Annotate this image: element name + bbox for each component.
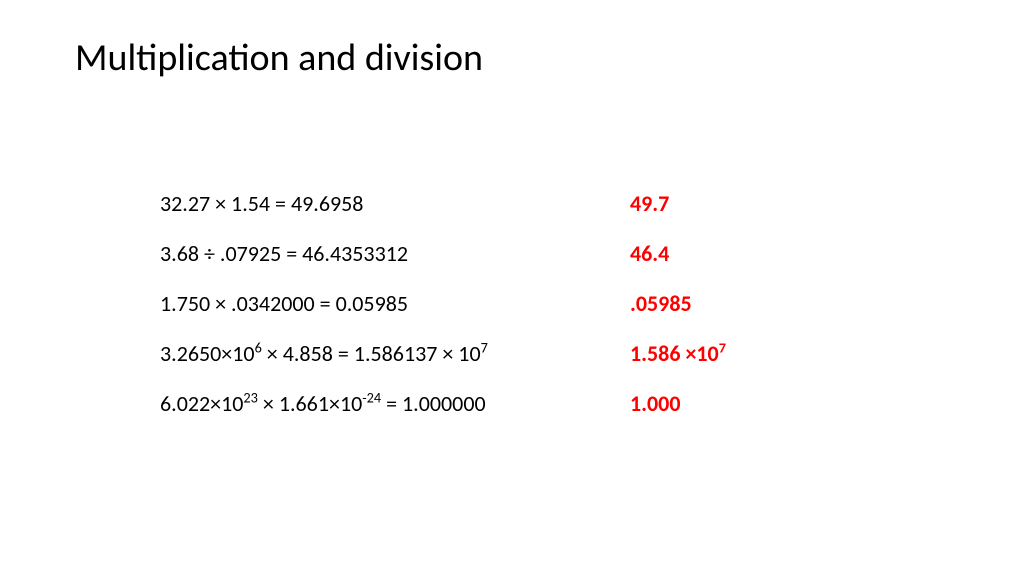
equation-row: 6.022×1023 × 1.661×10-24 = 1.000000 1.00… — [160, 390, 726, 422]
answer-text: 1.586 ×107 — [630, 340, 726, 367]
answer-text: 1.000 — [630, 390, 680, 417]
equation-text: 3.2650×106 × 4.858 = 1.586137 × 107 — [160, 340, 630, 367]
equation-row: 3.2650×106 × 4.858 = 1.586137 × 107 1.58… — [160, 340, 726, 372]
equation-row: 32.27 × 1.54 = 49.6958 49.7 — [160, 190, 726, 222]
equation-text: 32.27 × 1.54 = 49.6958 — [160, 190, 630, 217]
equation-text: 6.022×1023 × 1.661×10-24 = 1.000000 — [160, 390, 630, 417]
equation-text: 3.68 ÷ .07925 = 46.4353312 — [160, 240, 630, 267]
answer-text: .05985 — [630, 290, 692, 317]
answer-text: 46.4 — [630, 240, 669, 267]
content-area: 32.27 × 1.54 = 49.6958 49.7 3.68 ÷ .0792… — [160, 190, 726, 440]
equation-row: 1.750 × .0342000 = 0.05985 .05985 — [160, 290, 726, 322]
slide-title: Multiplication and division — [75, 35, 483, 81]
slide: Multiplication and division 32.27 × 1.54… — [0, 0, 1024, 576]
answer-text: 49.7 — [630, 190, 669, 217]
equation-text: 1.750 × .0342000 = 0.05985 — [160, 290, 630, 317]
equation-row: 3.68 ÷ .07925 = 46.4353312 46.4 — [160, 240, 726, 272]
